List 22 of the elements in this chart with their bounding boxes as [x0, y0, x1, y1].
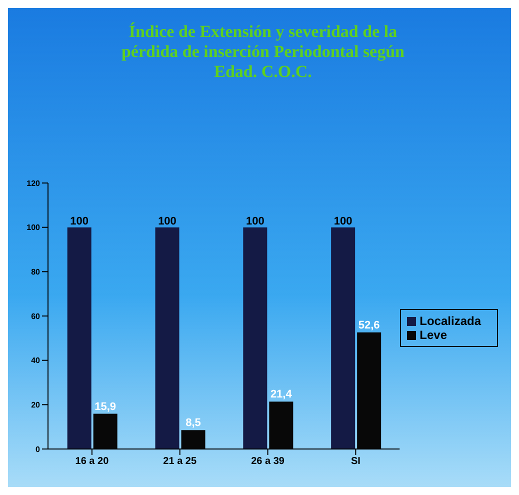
y-tick-label: 80 — [31, 268, 41, 277]
x-tick-label: SI — [350, 456, 361, 468]
y-tick-label: 120 — [26, 178, 41, 188]
legend-label: Localizada — [420, 314, 481, 328]
x-tick-label: 16 a 20 — [75, 456, 110, 468]
data-label: 100 — [334, 215, 352, 228]
chart-title: Índice de Extensión y severidad de la pérdida de inserción Periodontal según Edad. C.O.C. — [120, 22, 406, 82]
x-tick-label: 26 a 39 — [251, 456, 285, 468]
x-tick-label: 21 a 25 — [163, 456, 197, 468]
data-label: 100 — [158, 215, 176, 228]
legend-label: Leve — [420, 328, 447, 342]
y-tick-label: 20 — [31, 400, 41, 410]
data-label: 100 — [70, 215, 89, 228]
data-label: 52,6 — [358, 319, 380, 332]
data-label: 8,5 — [186, 417, 201, 430]
y-tick-label: 60 — [31, 312, 41, 321]
data-label: 21,4 — [270, 388, 293, 401]
y-tick-label: 40 — [31, 356, 41, 366]
y-tick-label: 100 — [26, 223, 41, 232]
y-tick-label: 0 — [36, 444, 41, 454]
data-label: 15,9 — [94, 400, 116, 413]
data-label: 100 — [246, 215, 264, 228]
